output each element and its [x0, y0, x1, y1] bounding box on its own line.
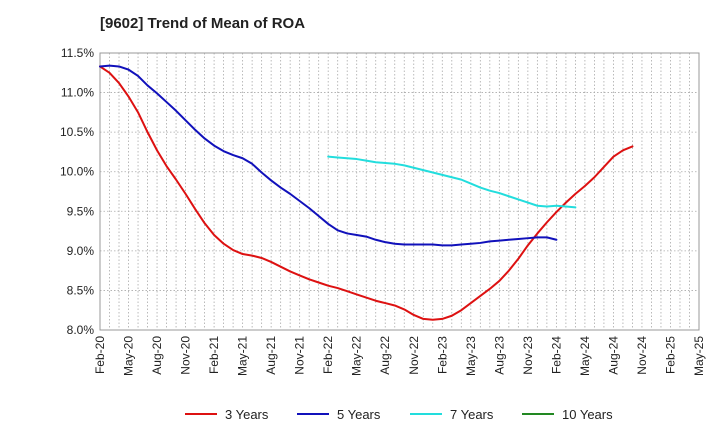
legend-label: 7 Years	[450, 407, 494, 422]
chart-title: [9602] Trend of Mean of ROA	[100, 15, 305, 32]
x-tick-label: Nov-24	[635, 336, 649, 375]
y-tick-label: 8.0%	[67, 323, 95, 337]
x-tick-label: Aug-22	[378, 336, 392, 375]
x-tick-label: Nov-23	[521, 336, 535, 375]
plot-area	[99, 52, 700, 331]
y-tick-label: 11.5%	[61, 46, 94, 60]
y-tick-label: 9.5%	[67, 204, 95, 218]
x-tick-label: May-25	[692, 336, 706, 376]
series-line-7-years	[327, 155, 577, 209]
legend-label: 3 Years	[225, 407, 269, 422]
x-tick-label: Nov-21	[293, 336, 307, 375]
x-tick-label: Feb-21	[207, 336, 221, 374]
x-tick-label: May-20	[122, 336, 136, 376]
x-tick-label: Feb-20	[93, 336, 107, 374]
legend-label: 5 Years	[337, 407, 381, 422]
x-tick-label: Feb-22	[321, 336, 335, 374]
series-line-3-years	[99, 65, 634, 321]
y-axis: 8.0% 8.5% 9.0% 9.5% 10.0% 10.5% 11.0% 11.5%	[60, 46, 94, 337]
y-tick-label: 9.0%	[67, 244, 95, 258]
x-axis: Feb-20 May-20 Aug-20 Nov-20 Feb-21 May-21 Aug-…	[93, 336, 706, 376]
x-tick-label: May-22	[350, 336, 364, 376]
x-tick-label: Nov-22	[407, 336, 421, 375]
series-line-5-years	[99, 64, 558, 247]
x-tick-label: May-21	[236, 336, 250, 376]
x-tick-label: May-24	[578, 336, 592, 376]
x-tick-label: Feb-23	[435, 336, 449, 374]
y-tick-label: 10.5%	[60, 125, 94, 139]
grid	[100, 52, 699, 331]
x-tick-label: Aug-20	[150, 336, 164, 375]
series-lines	[99, 64, 634, 321]
x-tick-label: Feb-25	[663, 336, 677, 374]
y-tick-label: 10.0%	[60, 165, 94, 179]
x-tick-label: Aug-21	[264, 336, 278, 375]
legend: 3 Years 5 Years 7 Years 10 Years	[185, 407, 613, 422]
x-tick-label: Aug-23	[492, 336, 506, 375]
x-tick-label: Nov-20	[179, 336, 193, 375]
legend-label: 10 Years	[562, 407, 613, 422]
x-tick-label: May-23	[464, 336, 478, 376]
x-tick-label: Feb-24	[549, 336, 563, 374]
x-tick-label: Aug-24	[606, 336, 620, 375]
y-tick-label: 8.5%	[67, 283, 95, 297]
y-tick-label: 11.0%	[61, 86, 94, 100]
